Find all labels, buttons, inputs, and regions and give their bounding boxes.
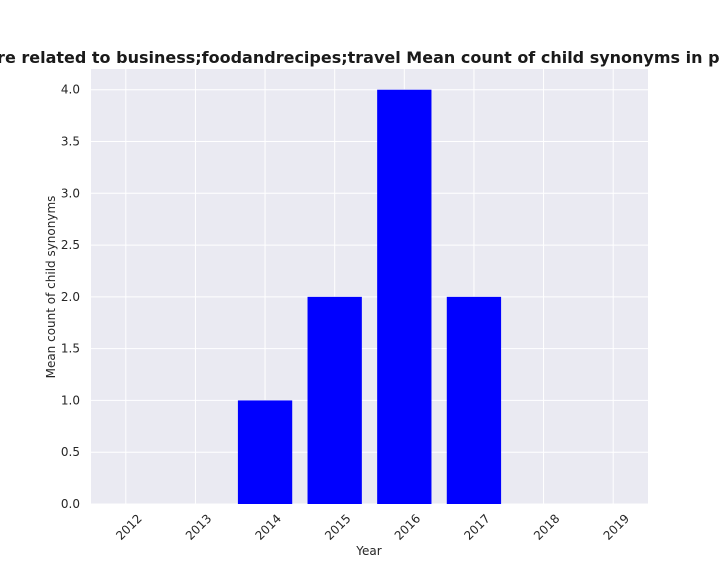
y-tick-label: 1.0	[61, 393, 80, 407]
y-axis-label: Mean count of child synonyms	[44, 196, 58, 379]
bar-2016	[377, 89, 432, 504]
bar-2014	[237, 400, 293, 504]
plot-area	[91, 69, 648, 504]
x-tick-labels: 2012 2013 2014 2015 2016 2017 2018 2019	[113, 511, 632, 542]
bars	[237, 89, 502, 504]
y-tick-labels: 0.0 0.5 1.0 1.5 2.0 2.5 3.0 3.5 4.0	[61, 83, 80, 511]
y-tick-label: 3.5	[61, 135, 80, 149]
x-tick-label: 2012	[113, 511, 144, 542]
x-tick-label: 2016	[392, 511, 423, 542]
y-tick-label: 1.5	[61, 342, 80, 356]
x-axis-label: Year	[355, 544, 381, 558]
x-tick-label: 2014	[252, 511, 283, 542]
y-tick-label: 3.0	[61, 186, 80, 200]
y-tick-label: 0.0	[61, 497, 80, 511]
x-tick-label: 2018	[531, 511, 562, 542]
bar-2015	[307, 296, 362, 504]
x-tick-label: 2015	[322, 511, 353, 542]
chart-title: ories are related to business;foodandrec…	[0, 48, 720, 67]
x-tick-label: 2013	[183, 511, 214, 542]
y-tick-label: 2.5	[61, 238, 80, 252]
bar-2017	[446, 296, 502, 504]
y-tick-label: 2.0	[61, 290, 80, 304]
y-tick-label: 0.5	[61, 445, 80, 459]
y-tick-label: 4.0	[61, 83, 80, 97]
x-tick-label: 2019	[601, 511, 632, 542]
x-tick-label: 2017	[461, 511, 492, 542]
